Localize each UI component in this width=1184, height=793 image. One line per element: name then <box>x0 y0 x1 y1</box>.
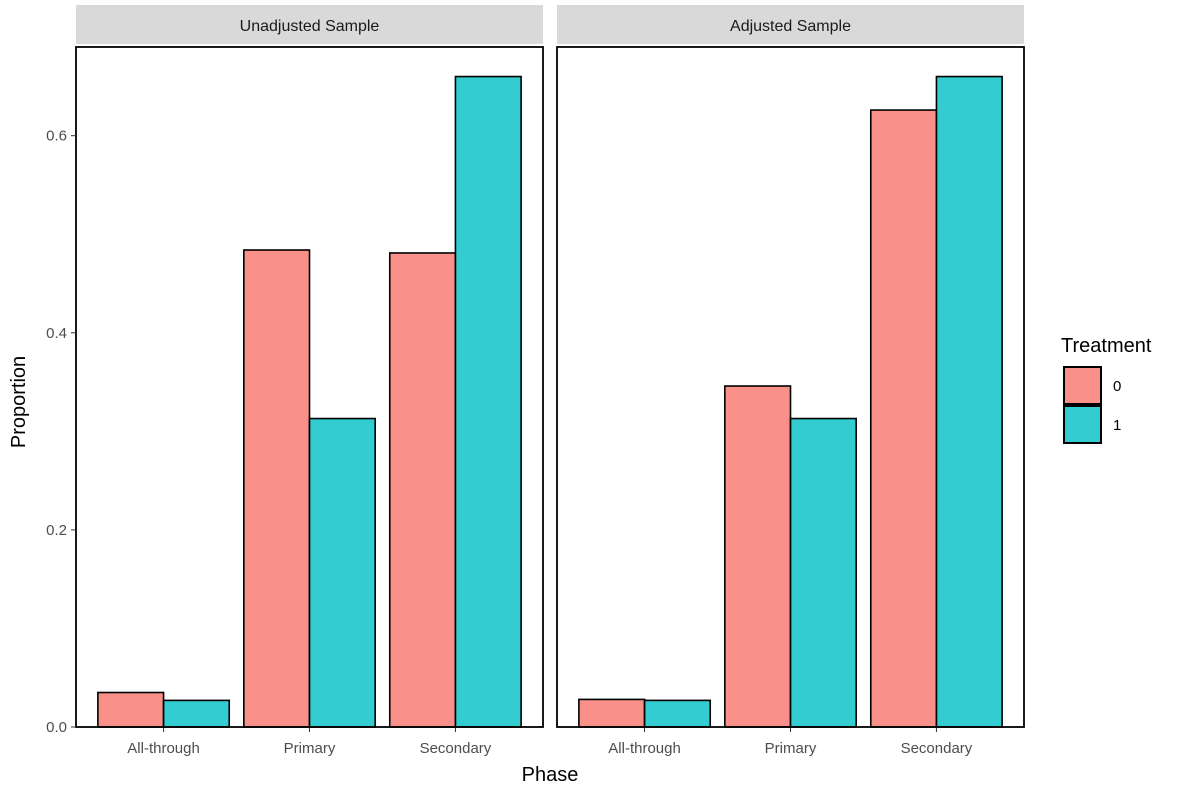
y-tick-label: 0.0 <box>46 719 67 736</box>
legend: Treatment 0 1 <box>1061 335 1152 444</box>
bar-primary-treatment-0 <box>243 249 311 728</box>
y-axis: 0.0 0.2 0.4 0.6 <box>46 128 76 736</box>
panel-border <box>75 46 544 728</box>
facet-strip-label: Unadjusted Sample <box>240 18 380 35</box>
facet-strip <box>557 5 1024 44</box>
x-tick-label: Secondary <box>420 740 492 757</box>
bar-all-through-treatment-1 <box>162 699 231 728</box>
bar-primary-treatment-1 <box>789 417 857 728</box>
facet-strip <box>76 5 543 44</box>
x-tick-label: Primary <box>765 740 817 757</box>
legend-label-1: 1 <box>1113 417 1121 434</box>
y-tick-label: 0.2 <box>46 522 67 539</box>
bar-all-through-treatment-0 <box>578 698 646 728</box>
y-tick-label: 0.4 <box>46 325 67 342</box>
y-tick-label: 0.6 <box>46 128 67 145</box>
legend-swatch-1 <box>1063 405 1102 444</box>
legend-title: Treatment <box>1061 335 1152 357</box>
x-axis-title: Phase <box>522 764 579 786</box>
x-tick-label: Primary <box>284 740 336 757</box>
bar-secondary-treatment-0 <box>388 252 457 728</box>
x-tick-label: All-through <box>608 740 681 757</box>
facet-panel: Adjusted Sample All-through Primary Seconda… <box>556 5 1025 757</box>
bar-all-through-treatment-0 <box>97 691 165 728</box>
bar-all-through-treatment-1 <box>643 699 712 728</box>
bar-primary-treatment-1 <box>308 417 376 728</box>
y-axis-title: Proportion <box>8 356 30 448</box>
panels-layer: Unadjusted Sample All-through Primary Secon… <box>75 5 1025 757</box>
legend-label-0: 0 <box>1113 378 1121 395</box>
x-tick-label: All-through <box>127 740 200 757</box>
bar-primary-treatment-0 <box>724 385 792 728</box>
panel-border <box>556 46 1025 728</box>
facet-strip-label: Adjusted Sample <box>730 18 851 35</box>
bar-secondary-treatment-1 <box>935 75 1003 728</box>
bar-secondary-treatment-0 <box>869 109 938 728</box>
bar-secondary-treatment-1 <box>454 75 522 728</box>
x-tick-label: Secondary <box>901 740 973 757</box>
facet-panel: Unadjusted Sample All-through Primary Secon… <box>75 5 544 757</box>
legend-swatch-0 <box>1063 366 1102 405</box>
